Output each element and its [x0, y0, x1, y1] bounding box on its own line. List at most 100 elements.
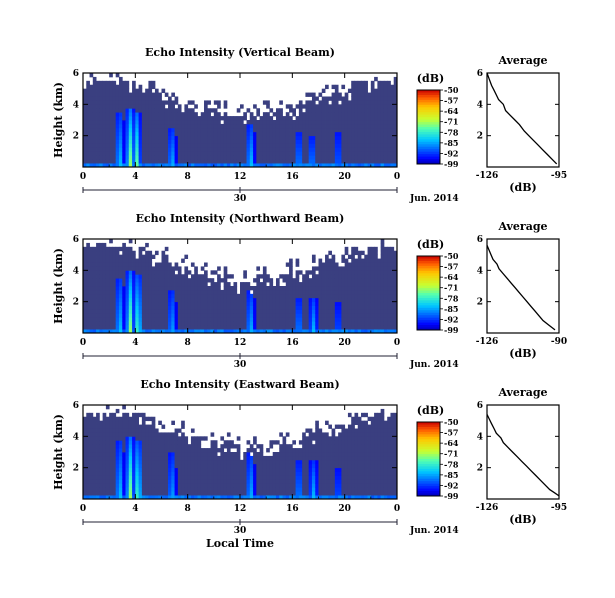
x-tick-label: 0 [80, 504, 86, 514]
colorbar-tick-label: -99 [444, 325, 459, 335]
y-axis-label: Height (km) [52, 414, 65, 490]
profile-y-tick-label: 2 [477, 132, 483, 142]
y-tick-label: 6 [73, 235, 79, 245]
y-axis-label: Height (km) [52, 82, 65, 158]
average-profile: Average 6 4 2 -126 -95 (dB) [476, 386, 567, 526]
x-tick-label: 8 [185, 504, 191, 514]
x-tick-label: 4 [132, 504, 138, 514]
colorbar-label: (dB) [417, 72, 444, 85]
profile-x-tick-label: -95 [551, 171, 567, 181]
y-tick-label: 6 [73, 401, 79, 411]
colorbar-tick-label: -71 [444, 449, 458, 459]
colorbar-tick-label: -50 [444, 417, 459, 427]
x-tick-label: 4 [132, 172, 138, 182]
profile-x-label: (dB) [509, 513, 536, 526]
x-tick-label: 8 [185, 172, 191, 182]
profile-x-tick-label: -126 [476, 503, 499, 513]
date-label: Jun. 2014 [409, 526, 459, 536]
panel-title: Echo Intensity (Eastward Beam) [140, 378, 339, 391]
x-tick-label: 20 [338, 504, 351, 514]
heatmap [83, 239, 398, 334]
colorbar-tick-label: -92 [444, 314, 458, 324]
profile-y-tick-label: 4 [477, 266, 483, 276]
colorbar: (dB)-50-57-64-71-78-85-92-99 [416, 238, 459, 335]
colorbar-label: (dB) [417, 404, 444, 417]
colorbar: (dB)-50-57-64-71-78-85-92-99 [416, 404, 459, 501]
colorbar-label: (dB) [417, 238, 444, 251]
profile-x-label: (dB) [509, 181, 536, 194]
colorbar-tick-label: -85 [444, 304, 458, 314]
colorbar-tick-label: -64 [444, 272, 459, 282]
profile-x-tick-label: -126 [476, 337, 499, 347]
x-tick-label: 0 [80, 172, 86, 182]
x-tick-label: 8 [185, 338, 191, 348]
panel-2: Echo Intensity (Northward Beam)0 4 8 12 16 20… [52, 212, 567, 370]
average-profile: Average 6 4 2 -126 -95 (dB) [476, 54, 567, 194]
colorbar-tick-label: -50 [444, 251, 459, 261]
y-tick-label: 6 [73, 69, 79, 79]
colorbar-tick-label: -78 [444, 127, 459, 137]
heatmap [83, 73, 398, 168]
profile-title: Average [497, 54, 547, 67]
colorbar: (dB)-50-57-64-71-78-85-92-99 [416, 72, 459, 169]
colorbar-tick-label: -64 [444, 438, 459, 448]
profile-line [486, 245, 556, 331]
x-tick-label: 4 [132, 338, 138, 348]
colorbar-tick-label: -64 [444, 106, 459, 116]
colorbar-tick-label: -78 [444, 459, 459, 469]
colorbar-tick-label: -92 [444, 148, 458, 158]
date-label: Jun. 2014 [409, 360, 459, 370]
x-tick-label: 16 [286, 504, 299, 514]
colorbar-tick-label: -57 [444, 96, 458, 106]
x-tick-label: 16 [286, 338, 299, 348]
profile-x-tick-label: -95 [551, 503, 567, 513]
date-tick-label: 30 [234, 194, 247, 204]
x-tick-label: 12 [234, 504, 247, 514]
colorbar-tick-label: -71 [444, 117, 458, 127]
profile-title: Average [497, 220, 547, 233]
average-profile: Average 6 4 2 -126 -90 (dB) [476, 220, 567, 360]
date-label: Jun. 2014 [409, 194, 459, 204]
colorbar-tick-label: -85 [444, 470, 458, 480]
profile-line [486, 414, 560, 497]
colorbar-tick-label: -57 [444, 262, 458, 272]
x-tick-label: 12 [234, 338, 247, 348]
profile-y-tick-label: 6 [477, 69, 483, 79]
panel-title: Echo Intensity (Vertical Beam) [145, 46, 335, 59]
date-tick-label: 30 [234, 526, 247, 536]
profile-x-label: (dB) [509, 347, 536, 360]
profile-y-tick-label: 2 [477, 298, 483, 308]
colorbar-tick-label: -57 [444, 428, 458, 438]
profile-line [486, 72, 558, 165]
x-tick-label: 16 [286, 172, 299, 182]
date-tick-label: 30 [234, 360, 247, 370]
panel-3: Echo Intensity (Eastward Beam) 0 4 8 12 16 20 0… [52, 378, 567, 550]
colorbar-tick-label: -99 [444, 159, 459, 169]
profile-y-tick-label: 2 [477, 464, 483, 474]
colorbar-tick-label: -85 [444, 138, 458, 148]
profile-y-tick-label: 4 [477, 100, 483, 110]
profile-y-tick-label: 4 [477, 432, 483, 442]
y-tick-label: 2 [73, 298, 79, 308]
y-tick-label: 4 [73, 266, 79, 276]
colorbar-tick-label: -78 [444, 293, 459, 303]
y-tick-label: 2 [73, 464, 79, 474]
x-tick-label: 20 [338, 338, 351, 348]
panel-1: Echo Intensity (Vertical Beam) 0 4 8 12 16 20 0… [52, 46, 567, 204]
y-axis-label: Height (km) [52, 248, 65, 324]
panel-title: Echo Intensity (Northward Beam) [136, 212, 345, 225]
y-tick-label: 4 [73, 100, 79, 110]
heatmap [83, 405, 398, 500]
profile-x-tick-label: -126 [476, 171, 499, 181]
profile-y-tick-label: 6 [477, 235, 483, 245]
y-tick-label: 2 [73, 132, 79, 142]
x-tick-label: 0 [394, 172, 400, 182]
x-axis-label: Local Time [206, 537, 274, 550]
x-tick-label: 12 [234, 172, 247, 182]
colorbar-tick-label: -99 [444, 491, 459, 501]
x-tick-label: 0 [394, 504, 400, 514]
colorbar-tick-label: -92 [444, 480, 458, 490]
colorbar-tick-label: -71 [444, 283, 458, 293]
y-tick-label: 4 [73, 432, 79, 442]
